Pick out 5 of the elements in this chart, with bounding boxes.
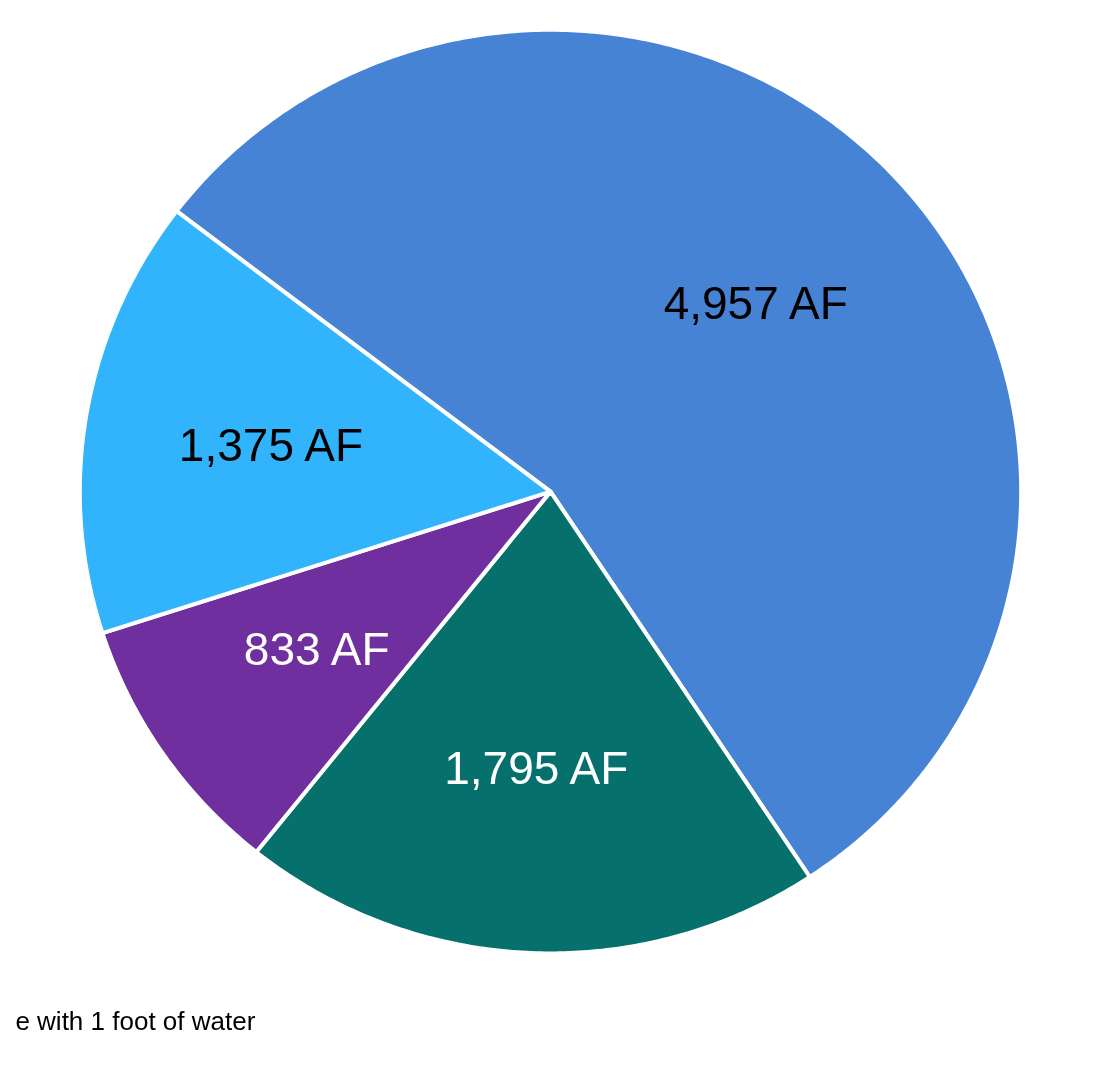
data-label: 1,375 AF: [178, 418, 363, 471]
data-label: 833 AF: [243, 622, 390, 675]
text: e with 1 foot of water: [15, 1006, 256, 1037]
data-label: 1,795 AF: [444, 742, 629, 795]
data-label: 4,957 AF: [663, 276, 848, 329]
